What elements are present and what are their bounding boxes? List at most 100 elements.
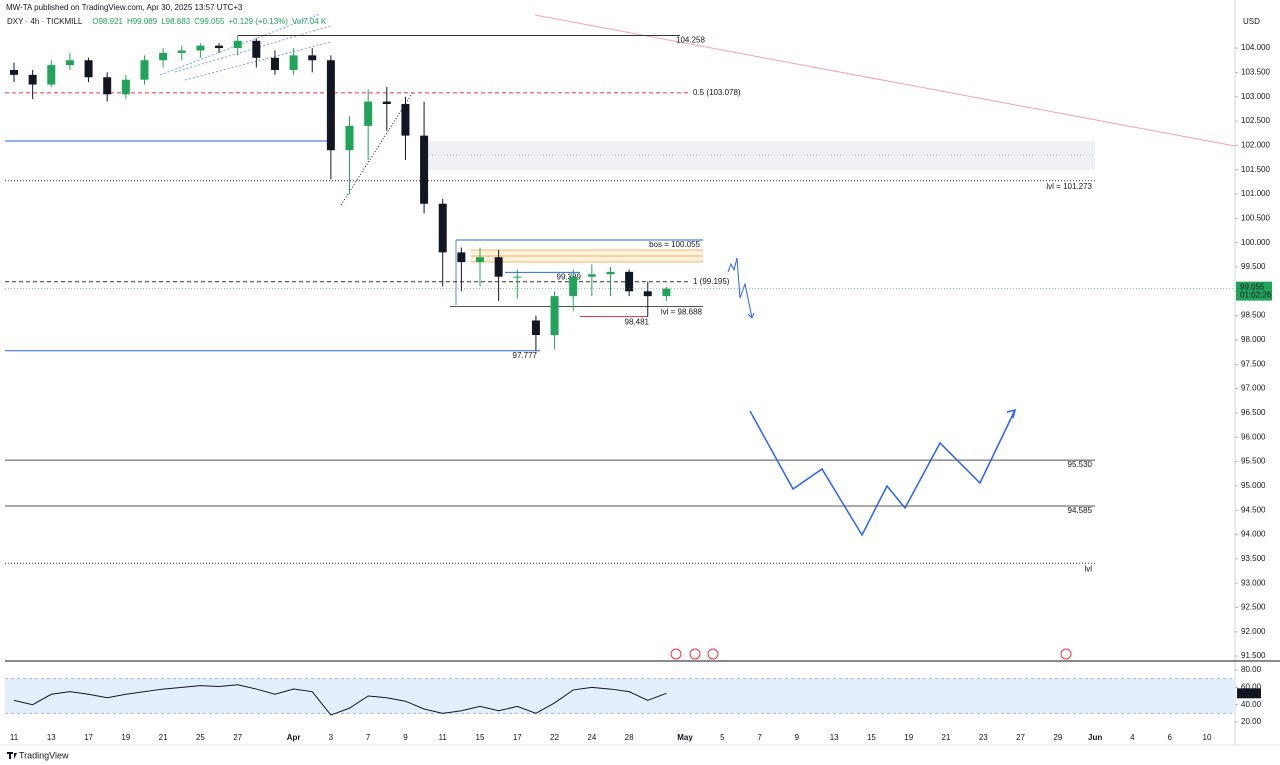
zone [420,141,1095,170]
rsi-tick-label: 40.00 [1241,700,1262,709]
x-tick-label: 10 [1203,733,1212,742]
candle-body [438,203,447,253]
candle-body [121,79,130,95]
y-tick-label: 92.000 [1241,627,1266,636]
candle-body [289,55,298,70]
x-tick-label: 7 [757,733,762,742]
last-price-box [1236,281,1272,301]
legend-value: L98.883 [161,17,190,26]
event-flag[interactable] [689,648,701,660]
event-flag[interactable] [707,648,719,660]
y-tick-label: 103.500 [1241,68,1270,77]
y-tick-label: 92.500 [1241,603,1266,612]
projection-path [749,409,1016,537]
event-flag[interactable] [670,648,682,660]
y-tick-label: 103.000 [1241,92,1270,101]
rsi-last-label: 53.09 [1239,688,1260,697]
x-tick-label: 21 [942,733,951,742]
x-tick-label: Jun [1088,733,1102,742]
x-tick-label: 17 [513,733,522,742]
legend-value: +0.129 (+0.13%) [228,17,288,26]
candle-body [382,101,391,105]
candle-body [326,60,335,151]
y-tick-label: 98.000 [1241,335,1266,344]
mini-projection [727,257,753,319]
candle-body [233,40,242,49]
candle-body [196,45,205,51]
x-tick-label: 7 [366,733,371,742]
x-tick-label: 15 [476,733,485,742]
legend-value: O98.921 [92,17,123,26]
y-tick-label: 101.500 [1241,165,1270,174]
symbol-legend: DXY · 4h · TICKMILL O98.921 H99.089 L98.88… [7,17,327,26]
candle-body [364,101,373,126]
countdown: 01:02:26 [1240,291,1272,300]
candle-body [401,104,410,136]
brand: TradingView [19,750,69,760]
event-flag[interactable] [1060,648,1072,660]
y-tick-label: 94.500 [1241,505,1266,514]
candle-body [308,55,317,61]
x-tick-label: 21 [159,733,168,742]
x-tick-label: 15 [867,733,876,742]
x-tick-label: 29 [1053,733,1062,742]
y-tick-label: 96.500 [1241,408,1266,417]
candle-body [550,296,559,336]
y-tick-label: 96.000 [1241,432,1266,441]
level-label: 94.585 [1068,506,1093,515]
candle-body [494,257,503,277]
x-tick-label: 4 [1130,733,1135,742]
level-label: lvl = 98.688 [661,308,703,317]
y-tick-label: 100.500 [1241,213,1270,222]
level-label: bos = 100.055 [649,240,700,249]
level-label: 0.5 (103.078) [693,88,741,97]
y-tick-label: 93.500 [1241,554,1266,563]
symbol: DXY · 4h · TICKMILL [7,17,83,26]
legend-value: C99.055 [194,17,225,26]
x-tick-label: 27 [1016,733,1025,742]
candle-body [177,50,186,53]
rsi-line [13,684,667,716]
x-tick-label: May [677,733,693,742]
x-tick-label: 13 [47,733,56,742]
candle-body [420,135,429,204]
channel-line [184,41,331,81]
candle-body [65,60,74,66]
level-label: 104.258 [676,36,705,45]
currency: USD [1243,17,1260,26]
published-note: MW-TA published on TradingView.com, Apr … [6,3,243,12]
candle-body [606,271,615,275]
candle-body [345,125,354,151]
wedge-line [340,91,414,206]
candle-body [457,252,466,263]
rsi-last-box [1237,688,1261,699]
x-tick-label: 11 [439,733,448,742]
candle-body [625,271,634,292]
candle-body [662,288,671,297]
rsi-tick-label: 20.00 [1241,717,1262,726]
rsi-tick-label: 80.00 [1241,665,1262,674]
x-tick-label: 9 [795,733,800,742]
x-tick-label: 25 [196,733,205,742]
y-tick-label: 101.000 [1241,189,1270,198]
rsi-band [5,678,1235,714]
y-tick-label: 100.000 [1241,238,1270,247]
level-label: 98.481 [625,318,650,327]
last-price-label: 99.055 [1240,283,1265,292]
level-label: 99.389 [557,272,582,281]
candle-body [569,276,578,297]
candle-body [140,60,149,80]
x-tick-label: 13 [830,733,839,742]
candle-body [159,52,168,61]
brand-logo [7,752,17,759]
x-tick-label: 9 [403,733,408,742]
candle-body [513,276,522,278]
x-tick-label: 27 [233,733,242,742]
candle-body [270,57,279,70]
candle-body [215,45,224,49]
x-tick-label: 19 [904,733,913,742]
